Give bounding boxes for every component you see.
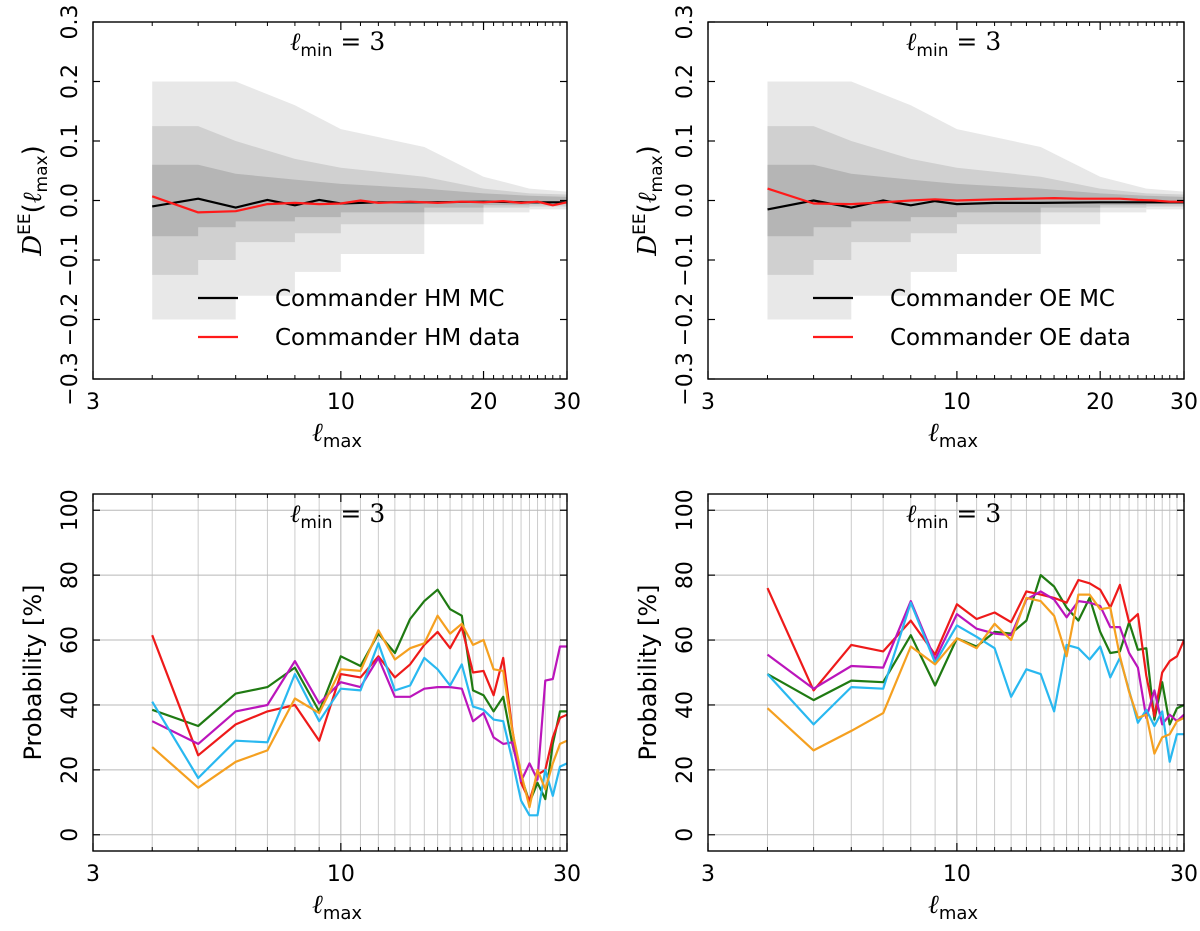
y-tick-label: 0.2 [673,64,698,99]
x-tick-label: 3 [86,862,100,887]
y-tick-label: 0.1 [58,124,83,159]
y-tick-label: 0.1 [673,124,698,159]
x-axis-label: ℓmax [312,890,362,924]
y-tick-label: 0 [673,828,698,842]
y-axis-label: DEE(ℓmax) [630,145,667,257]
x-tick-label: 20 [1086,390,1114,415]
y-tick-label: 0.2 [58,64,83,99]
y-tick-label: 100 [58,489,83,531]
y-tick-label: −0.2 [673,293,698,346]
x-axis-label: ℓmax [928,890,978,924]
y-tick-label: −0.1 [673,233,698,286]
y-tick-label: −0.2 [58,293,83,346]
series-group [767,187,1184,211]
series-line-cyan [151,642,567,817]
y-axis-label: Probability [%] [634,584,662,760]
y-tick-label: 40 [58,691,83,719]
x-tick-label: 10 [943,862,971,887]
series-line-red [151,625,567,802]
series-group [766,573,1184,763]
grid [93,494,567,851]
y-tick-label: 20 [673,756,698,784]
series-line-commander-hm-data [151,195,567,214]
legend: Commander HM MC Commander HM data [198,286,520,351]
y-tick-label: −0.3 [673,352,698,405]
series-group [151,588,567,817]
series-line-green [766,573,1184,726]
legend-label: Commander HM MC [275,286,504,312]
plot-frame [707,493,1185,852]
y-tick-label: 60 [58,626,83,654]
lmin-annotation: ℓmin = 3 [906,499,1001,533]
series-line-commander-oe-data [767,187,1184,206]
x-tick-label: 10 [943,390,971,415]
x-tick-label: 10 [327,390,355,415]
x-tick-label: 3 [701,390,715,415]
lmin-annotation: ℓmin = 3 [290,499,385,533]
x-tick-label: 10 [327,862,355,887]
x-tick-label: 30 [553,390,581,415]
y-tick-label: 0 [58,828,83,842]
grid [708,494,1184,851]
series-line-magenta [766,590,1184,726]
x-tick-label: 30 [553,862,581,887]
legend-label: Commander OE MC [890,286,1115,312]
y-tick-label: 0.0 [58,183,83,218]
y-tick-label: 60 [673,626,698,654]
y-tick-label: 20 [58,756,83,784]
x-tick-label: 30 [1170,862,1198,887]
legend-label: Commander OE data [890,325,1131,351]
panel-bottom-left: 0 20 40 60 80 100 3 10 30 ℓmin = 3 ℓmax Probability… [19,489,581,924]
y-tick-label: 80 [58,561,83,589]
legend: Commander OE MC Commander OE data [813,286,1131,351]
legend-label: Commander HM data [275,325,520,351]
y-tick-label: 0.3 [58,5,83,40]
series-line-green [151,588,567,804]
y-tick-label: 0.3 [673,5,698,40]
series-line-orange [151,614,567,809]
x-tick-label: 3 [86,390,100,415]
y-tick-label: 0.0 [673,183,698,218]
series-group [151,195,567,214]
panel-top-right: −0.3 −0.2 −0.1 0.0 0.1 0.2 0.3 3 10 20 30 ℓmin = 3 ℓ… [630,5,1198,453]
x-tick-label: 30 [1170,390,1198,415]
plot-frame [92,493,568,852]
series-line-magenta [151,645,567,783]
y-tick-label: 80 [673,561,698,589]
panel-top-left: −0.3 −0.2 −0.1 0.0 0.1 0.2 0.3 3 10 20 30 ℓmin = 3 ℓ… [15,5,581,453]
x-axis-label: ℓmax [928,418,978,452]
x-tick-label: 3 [701,862,715,887]
panel-bottom-right: 0 20 40 60 80 100 3 10 30 ℓmin = 3 ℓmax Probability… [634,489,1198,924]
y-axis-label: DEE(ℓmax) [15,145,52,257]
y-tick-label: 40 [673,691,698,719]
series-line-cyan [766,601,1184,763]
x-axis-label: ℓmax [312,418,362,452]
y-tick-label: −0.1 [58,233,83,286]
y-tick-label: −0.3 [58,352,83,405]
y-tick-label: 100 [673,489,698,531]
x-tick-label: 20 [470,390,498,415]
series-line-commander-oe-mc [767,199,1184,211]
y-axis-label: Probability [%] [19,584,47,760]
lmin-annotation: ℓmin = 3 [906,27,1001,61]
series-line-orange [766,593,1184,755]
lmin-annotation: ℓmin = 3 [290,27,385,61]
